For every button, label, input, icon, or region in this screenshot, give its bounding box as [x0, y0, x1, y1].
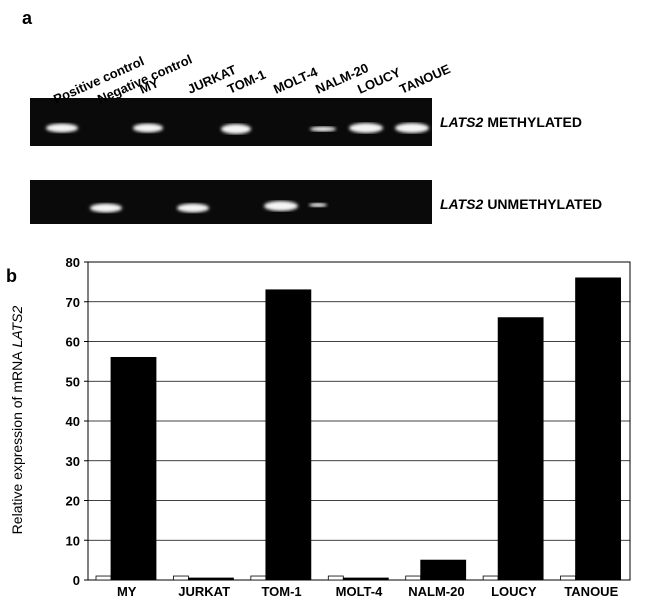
bar: [561, 576, 576, 580]
y-tick-label: 80: [66, 255, 80, 270]
x-tick-label: JURKAT: [178, 584, 230, 599]
lane-label: TANOUE: [397, 61, 453, 97]
gel-bottom: [30, 180, 432, 224]
y-tick-label: 50: [66, 374, 80, 389]
lane-label: MOLT-4: [271, 64, 320, 97]
x-tick-label: TOM-1: [261, 584, 301, 599]
panel-label: b: [6, 266, 17, 286]
bar: [96, 576, 111, 580]
figure: a b Positive controlNegative controlMYJU…: [0, 0, 657, 600]
bar: [343, 578, 388, 580]
gene: LATS2: [440, 114, 484, 130]
panel-label: a: [22, 8, 33, 28]
ylabel: Relative expression of mRNA: [9, 351, 25, 535]
y-tick-label: 40: [66, 414, 80, 429]
y-tick-label: 70: [66, 295, 80, 310]
bar: [498, 318, 543, 580]
gel-top: [30, 98, 432, 146]
y-tick-label: 30: [66, 454, 80, 469]
bar: [421, 560, 466, 580]
y-tick-label: 60: [66, 335, 80, 350]
bar: [328, 576, 343, 580]
bar: [266, 290, 311, 580]
bar: [173, 576, 188, 580]
y-tick-label: 0: [73, 573, 80, 588]
bar: [576, 278, 621, 580]
y-tick-label: 20: [66, 494, 80, 509]
bar: [188, 578, 233, 580]
label: METHYLATED: [487, 114, 582, 130]
x-tick-label: MOLT-4: [336, 584, 383, 599]
bar: [251, 576, 266, 580]
y-axis-label: Relative expression of mRNA LATS2: [9, 305, 25, 534]
bar: [406, 576, 421, 580]
label: UNMETHYLATED: [487, 196, 602, 212]
gene: LATS2: [440, 196, 484, 212]
bar: [483, 576, 498, 580]
ylabel-gene: LATS2: [9, 305, 25, 347]
x-tick-label: TANOUE: [564, 584, 618, 599]
y-tick-label: 10: [66, 533, 80, 548]
x-tick-label: MY: [117, 584, 137, 599]
x-tick-label: NALM-20: [408, 584, 464, 599]
x-tick-label: LOUCY: [491, 584, 537, 599]
bar: [111, 357, 156, 580]
